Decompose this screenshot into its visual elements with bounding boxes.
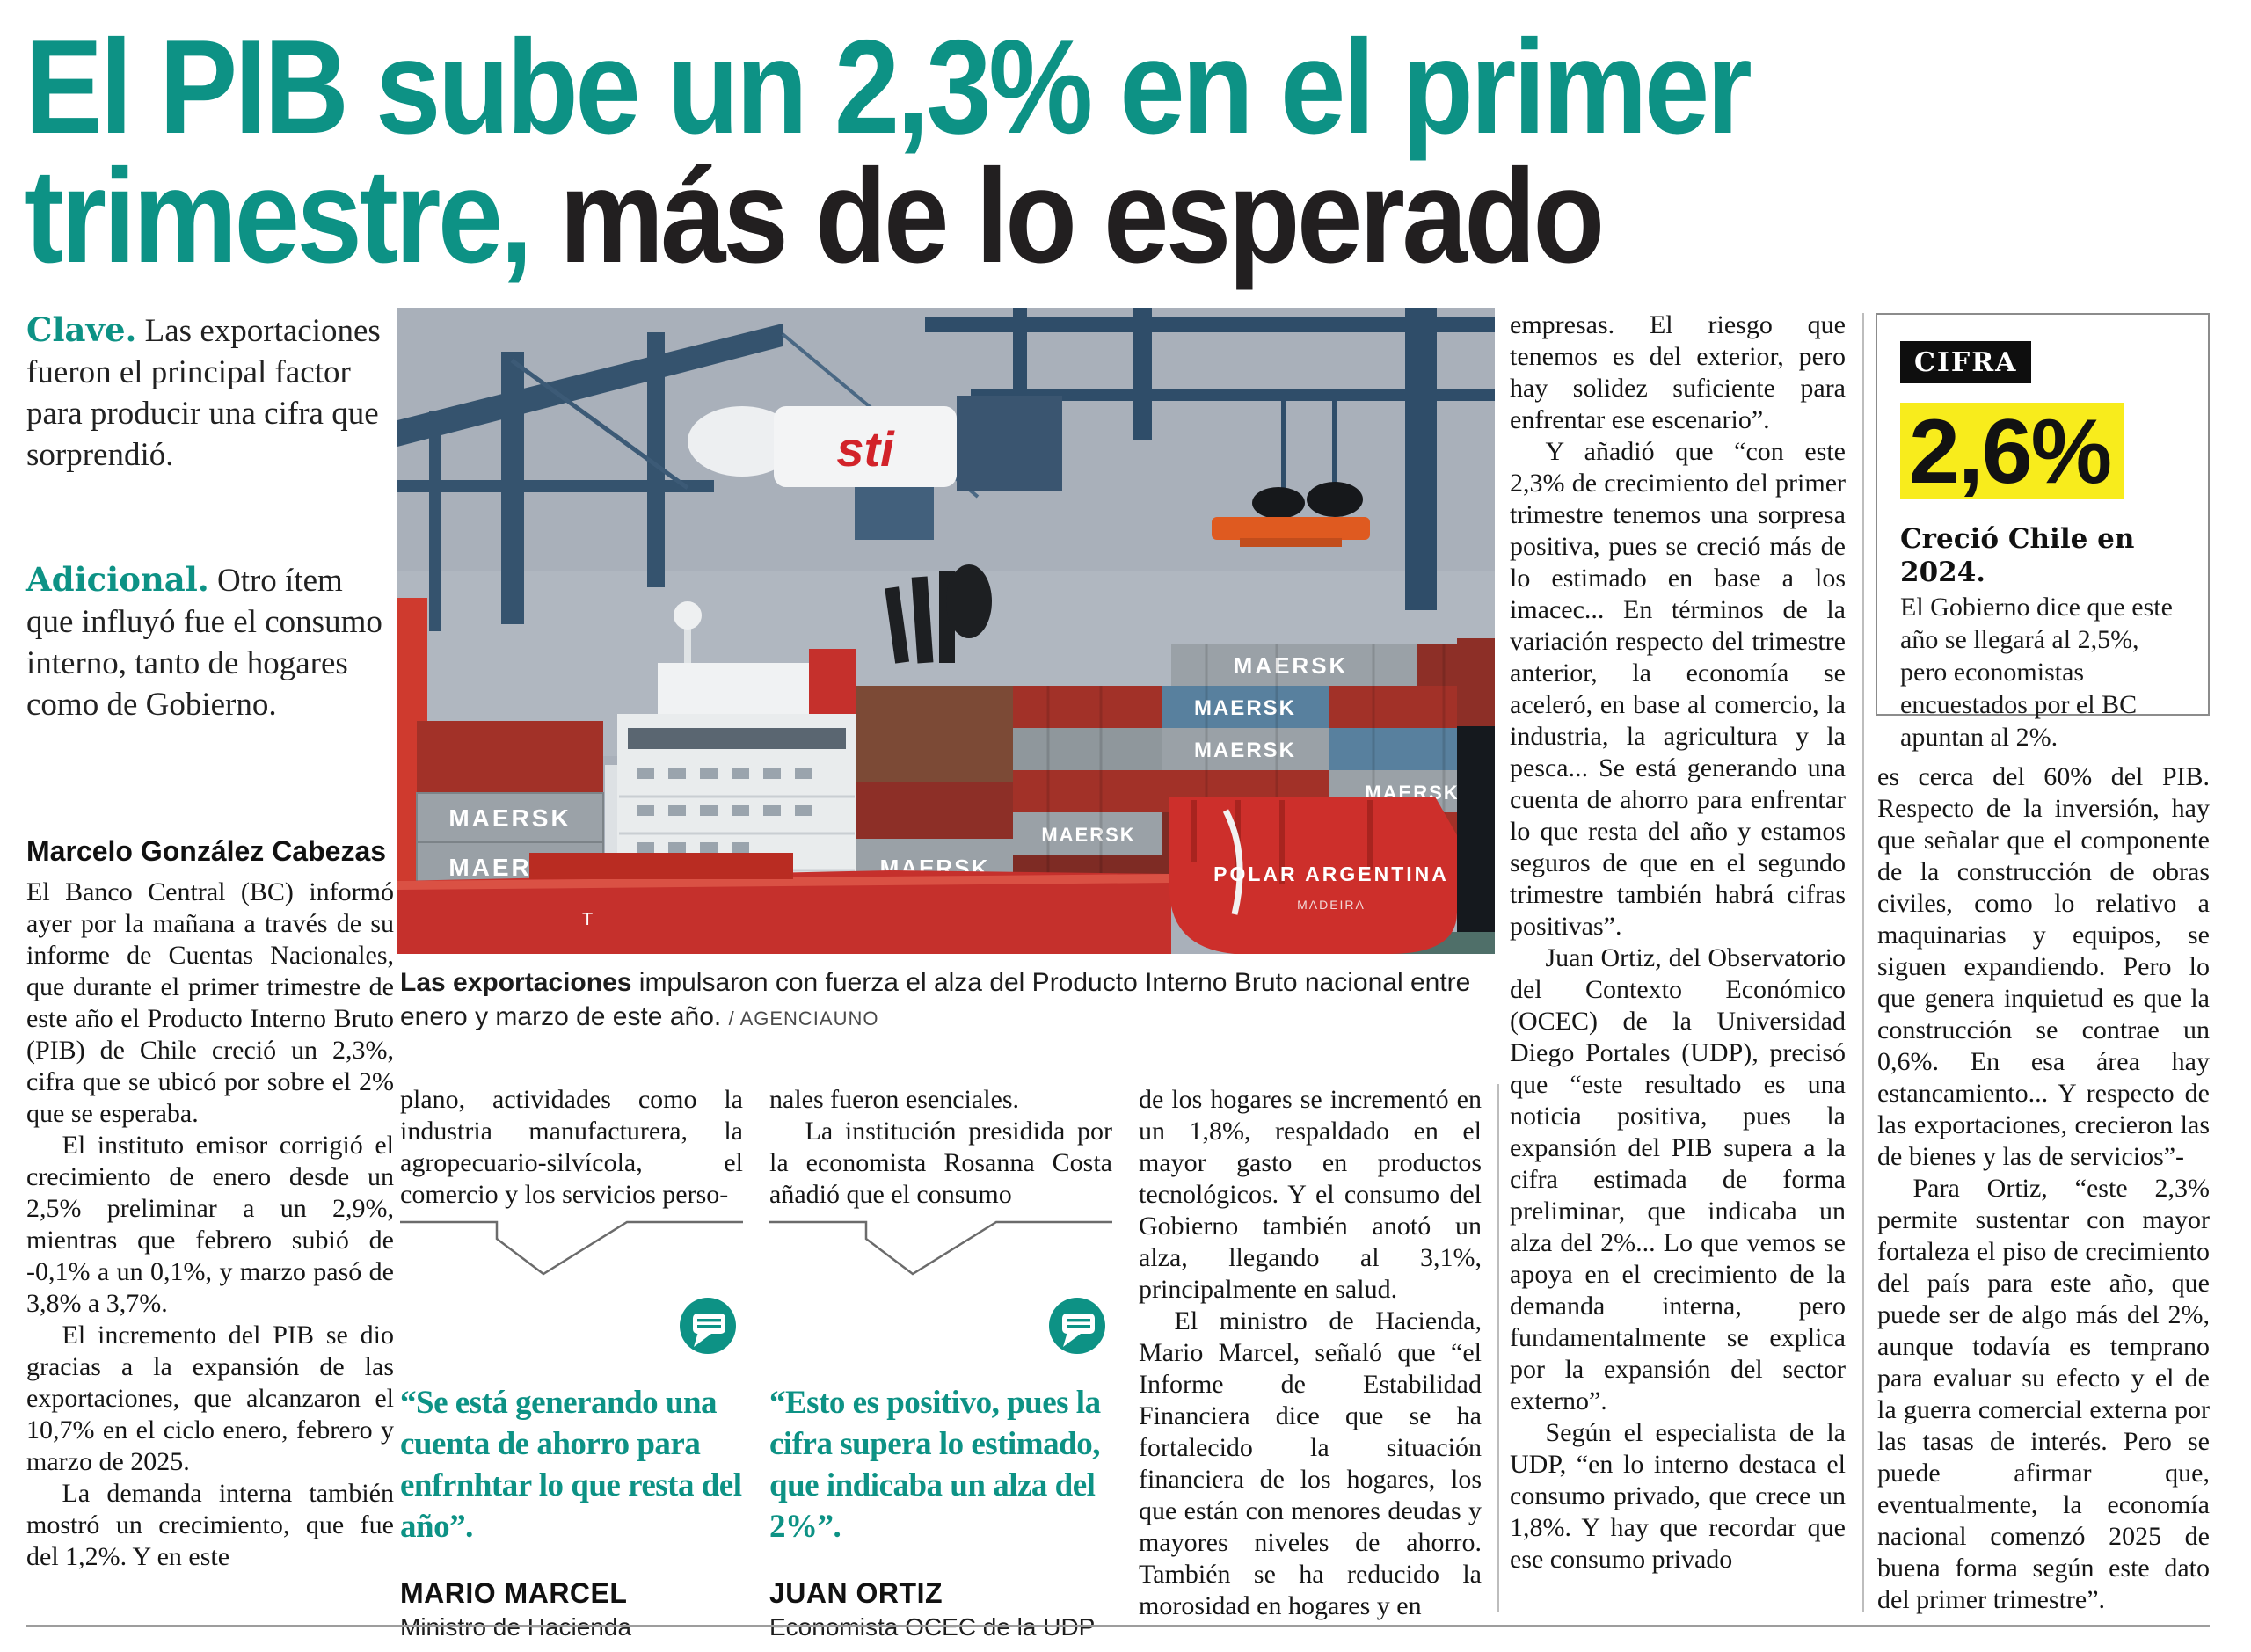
body-paragraph: El incremento del PIB se dio gracias a l… xyxy=(26,1321,394,1476)
quote-author-role: Ministro de Hacienda xyxy=(400,1613,632,1641)
container-brand-label: MAERSK xyxy=(1234,652,1349,679)
speech-bubble-icon xyxy=(680,1298,736,1354)
kicker-clave: Clave. Las exportaciones fueron el princ… xyxy=(26,309,396,476)
column-divider xyxy=(1862,313,1864,1612)
column-2-body: plano, actividades como la industria man… xyxy=(400,1084,743,1211)
kicker-adicional: Adicional. Otro ítem que influyó fue el … xyxy=(26,559,396,725)
red-hull: T xyxy=(397,853,1171,954)
kicker-adicional-text: Otro ítem que influyó fue el consumo int… xyxy=(26,563,382,723)
quote-tail-divider xyxy=(769,1219,1112,1280)
sti-cab xyxy=(774,406,957,487)
quote-tail-divider xyxy=(400,1219,743,1280)
cifra-label: CIFRA xyxy=(1900,341,2032,383)
container-spreader-icon xyxy=(1212,517,1370,540)
body-paragraph: La institución presidida por la economis… xyxy=(769,1117,1112,1209)
body-paragraph: El ministro de Hacienda, Mario Marcel, s… xyxy=(1139,1306,1482,1620)
column-1-body: El Banco Central (BC) informó ayer por l… xyxy=(26,877,394,1573)
body-paragraph: empresas. El riesgo que tenemos es del e… xyxy=(1510,310,1846,434)
ship-home-port-text: MADEIRA xyxy=(1297,898,1366,912)
photo-credit: / AGENCIAUNO xyxy=(728,1008,879,1030)
speech-bubble-icon xyxy=(1049,1298,1105,1354)
cifra-number: 2,6% xyxy=(1900,403,2125,499)
column-6-body: es cerca del 60% del PIB. Respecto de la… xyxy=(1877,761,2210,1616)
pull-quote-text: “Esto es positivo, pues la cifra supera … xyxy=(769,1385,1101,1545)
dark-hull xyxy=(1457,726,1495,954)
column-divider xyxy=(1497,1084,1499,1612)
quote-icon-row xyxy=(769,1296,1107,1356)
kicker-clave-label: Clave. xyxy=(26,310,137,349)
cifra-text: El Gobierno dice que este año se llegará… xyxy=(1900,593,2173,752)
caption-text: impulsaron con fuerza el alza del Produc… xyxy=(400,968,1471,1031)
cifra-box: CIFRA 2,6% Creció Chile en 2024. El Gobi… xyxy=(1876,313,2210,752)
headline: El PIB sube un 2,3% en el primer trimest… xyxy=(25,20,2240,283)
article-column-4: de los hogares se incrementó en un 1,8%,… xyxy=(1139,1084,1482,1620)
bottom-rule xyxy=(26,1625,2210,1627)
kicker-adicional-label: Adicional. xyxy=(26,560,209,599)
body-paragraph: La demanda interna también mostró un cre… xyxy=(26,1479,394,1571)
body-paragraph: El Banco Central (BC) informó ayer por l… xyxy=(26,877,394,1128)
ship-funnel-pipes xyxy=(885,564,992,664)
headline-line2-highlight: trimestre, xyxy=(25,142,533,291)
headline-line1: El PIB sube un 2,3% en el primer xyxy=(25,20,1975,154)
quote-author-name: MARIO MARCEL xyxy=(400,1577,628,1609)
headline-line2: trimestre, más de lo esperado xyxy=(25,149,1975,283)
right-crane-icon xyxy=(925,308,1495,610)
ship-name-text: POLAR ARGENTINA xyxy=(1213,862,1449,885)
left-crane-icon xyxy=(397,324,783,631)
headline-line2-rest: más de lo esperado xyxy=(529,142,1605,291)
photo-caption: Las exportaciones impulsaron con fuerza … xyxy=(400,965,1495,1036)
article-column-1: Marcelo González Cabezas El Banco Centra… xyxy=(26,835,394,1619)
body-paragraph: Según el especialista de la UDP, “en lo … xyxy=(1510,1418,1846,1574)
author-byline: Marcelo González Cabezas xyxy=(26,835,387,867)
body-paragraph: Para Ortiz, “este 2,3% permite sustentar… xyxy=(1877,1174,2210,1614)
column-5-body: empresas. El riesgo que tenemos es del e… xyxy=(1510,309,1846,1576)
body-paragraph: El instituto emisor corrigió el crecimie… xyxy=(26,1131,394,1318)
cifra-number-wrap: 2,6% xyxy=(1900,403,2185,499)
body-paragraph: plano, actividades como la industria man… xyxy=(400,1085,743,1209)
crane-logo-text: sti xyxy=(836,421,895,477)
article-column-2: plano, actividades como la industria man… xyxy=(400,1084,743,1641)
container-brand-label: MAERSK xyxy=(448,804,571,832)
container-brand-label: MAERSK xyxy=(1194,739,1296,762)
body-paragraph: de los hogares se incrementó en un 1,8%,… xyxy=(1139,1085,1482,1304)
body-paragraph: Y añadió que “con este 2,3% de crecimien… xyxy=(1510,437,1846,941)
photo-figure: sti MAERSK MAERSK MAERSK xyxy=(397,308,1495,954)
pull-quote-text: “Se está generando una cuenta de ahorro … xyxy=(400,1385,742,1545)
article-column-5: empresas. El riesgo que tenemos es del e… xyxy=(1510,309,1846,1619)
quote-author-role: Economista OCEC de la UDP xyxy=(769,1613,1096,1641)
body-paragraph: nales fueron esenciales. xyxy=(769,1085,1020,1114)
article-column-3: nales fueron esenciales. La institución … xyxy=(769,1084,1112,1641)
article-column-6: es cerca del 60% del PIB. Respecto de la… xyxy=(1877,761,2210,1621)
svg-text:T: T xyxy=(582,910,593,929)
headline-line1-text: El PIB sube un 2,3% en el primer xyxy=(25,12,1752,162)
column-4-body: de los hogares se incrementó en un 1,8%,… xyxy=(1139,1084,1482,1620)
body-paragraph: Juan Ortiz, del Observatorio del Context… xyxy=(1510,943,1846,1415)
container-brand-label: MAERSK xyxy=(1194,696,1296,720)
quote-author-name: JUAN ORTIZ xyxy=(769,1577,943,1609)
cifra-lead: Creció Chile en 2024. xyxy=(1900,523,2135,588)
container-brand-label: MAERSK xyxy=(1041,824,1135,846)
body-paragraph: es cerca del 60% del PIB. Respecto de la… xyxy=(1877,762,2210,1171)
kicker-clave-text: Las exportaciones fueron el principal fa… xyxy=(26,313,381,473)
quote-icon-row xyxy=(400,1296,738,1356)
caption-lead: Las exportaciones xyxy=(400,968,632,997)
column-3-body: nales fueron esenciales. La institución … xyxy=(769,1084,1112,1211)
ship-photo-illustration: sti MAERSK MAERSK MAERSK xyxy=(397,308,1495,954)
stern-ship: POLAR ARGENTINA MADEIRA xyxy=(1169,797,1457,954)
